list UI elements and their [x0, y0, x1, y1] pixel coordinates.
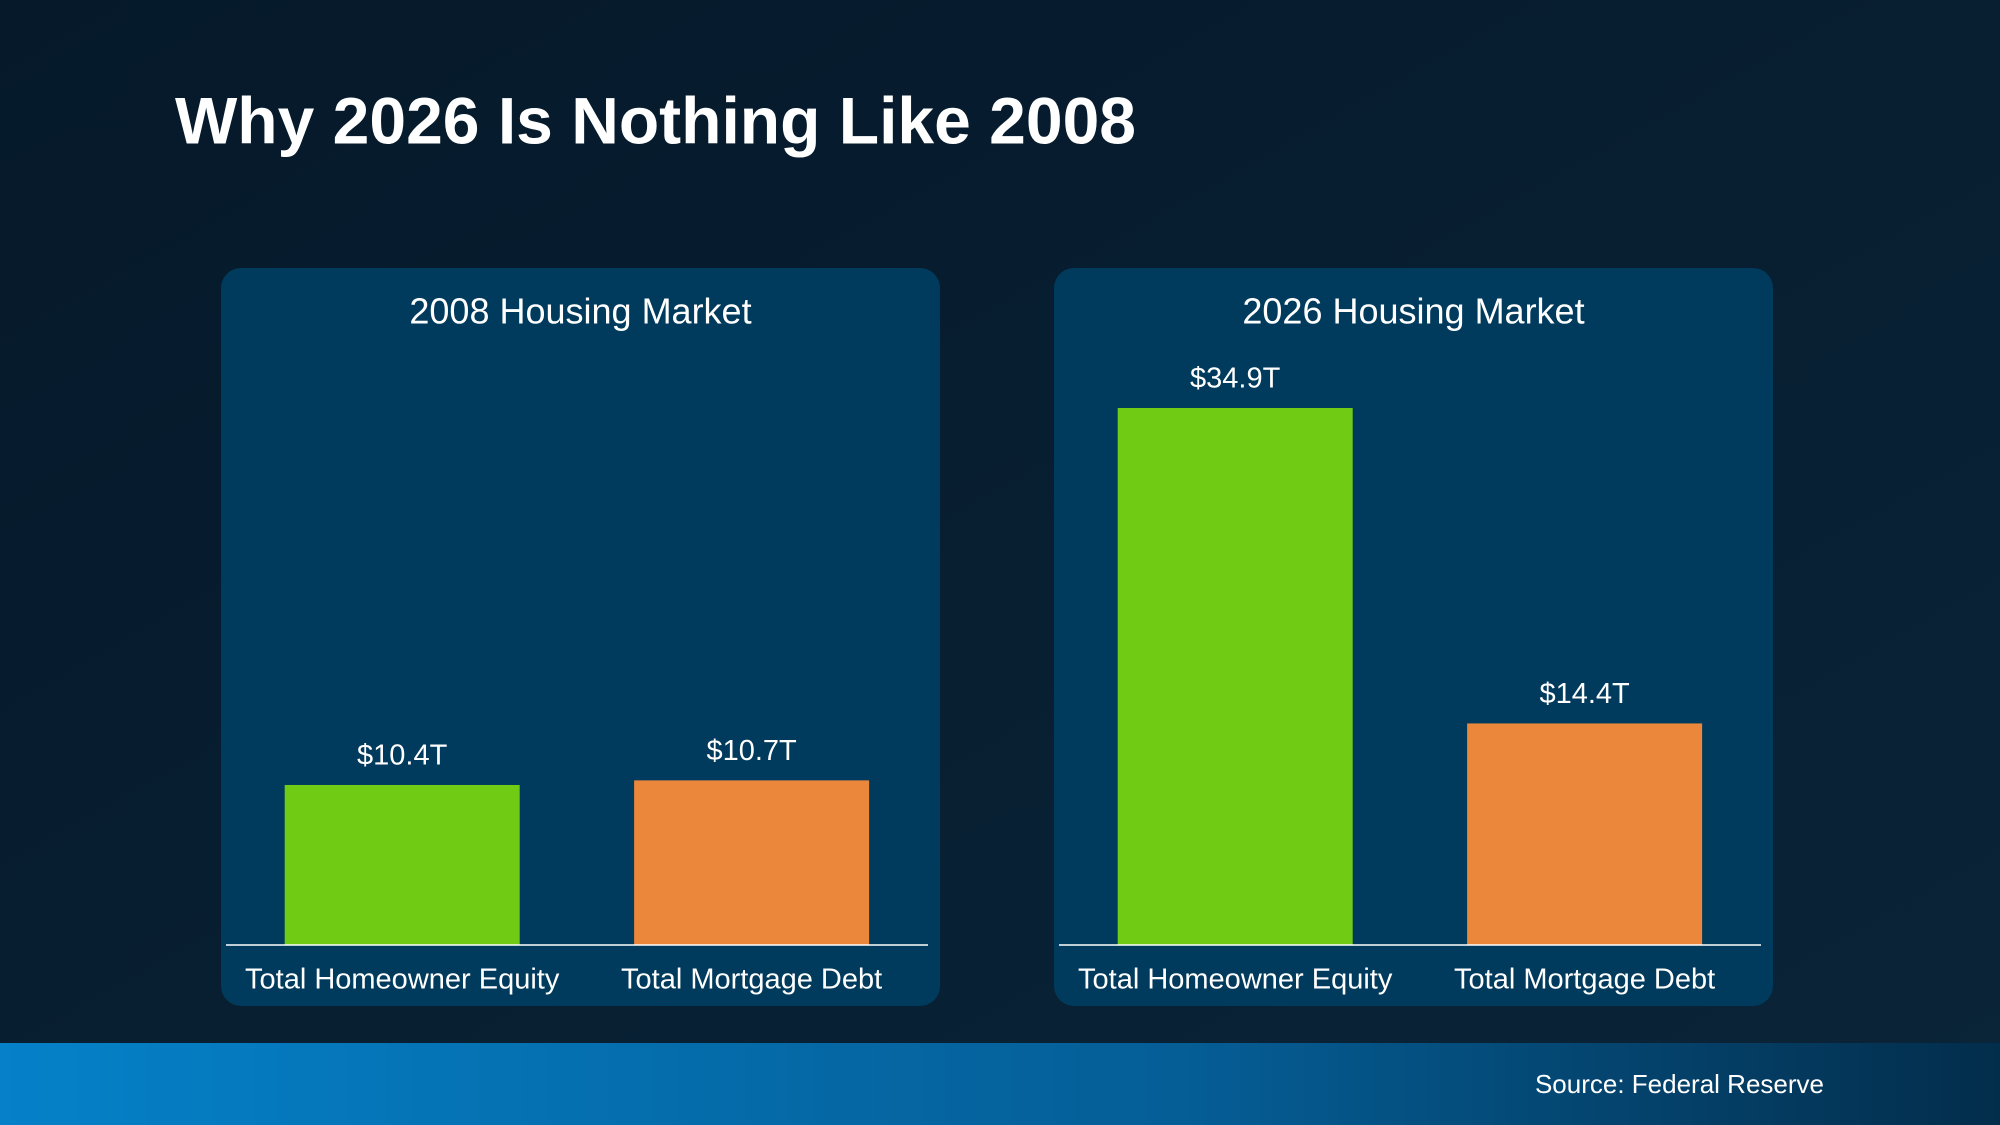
bar [1467, 723, 1703, 945]
source: Source: Federal Reserve [1535, 1069, 1824, 1099]
value-label: $10.4T [357, 740, 448, 772]
footer-band [0, 1043, 2000, 1125]
value-label: $14.4T [1539, 678, 1630, 710]
bar [1117, 408, 1353, 945]
bar [284, 784, 520, 945]
bar [634, 780, 870, 945]
value-label: $10.7T [706, 735, 797, 767]
category-label: Total Homeowner Equity [1078, 964, 1393, 996]
page-title: Why 2026 Is Nothing Like 2008 [175, 83, 1136, 157]
chart-title: 2008 Housing Market [409, 291, 751, 332]
category-label: Total Mortgage Debt [621, 964, 882, 996]
category-label: Total Mortgage Debt [1454, 964, 1715, 996]
category-label: Total Homeowner Equity [245, 964, 560, 996]
value-label: $34.9T [1190, 363, 1281, 395]
chart-title: 2026 Housing Market [1242, 291, 1584, 332]
